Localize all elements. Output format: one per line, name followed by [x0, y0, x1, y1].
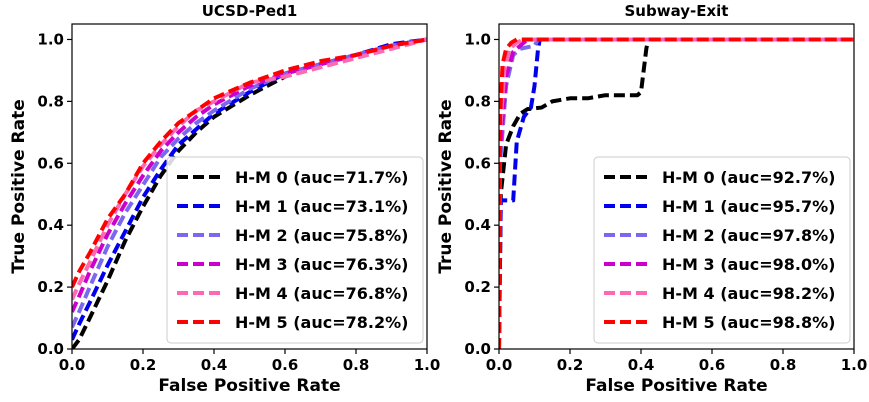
y-tick-label: 0.8 [464, 92, 491, 110]
legend-label-1: H-M 1 (auc=73.1%) [235, 197, 408, 216]
plot-frame [71, 23, 428, 350]
x-tick-label: 0.8 [343, 356, 370, 374]
chart-panel-1: UCSD-Ped1 0.0 0.2 0.4 0.6 0.8 1.0 0.0 0.2 0.4 0.6 0… [9, 2, 440, 396]
legend-label-4: H-M 4 (auc=76.8%) [235, 284, 408, 303]
chart-title: UCSD-Ped1 [202, 2, 298, 20]
legend-label-4: H-M 4 (auc=98.2%) [662, 284, 835, 303]
x-tick-label: 0.6 [699, 356, 726, 374]
y-tick-label: 0.4 [464, 216, 491, 234]
x-tick-label: 0.6 [272, 356, 299, 374]
series-line-5 [499, 37, 854, 349]
legend: H-M 0 (auc=71.7%) H-M 1 (auc=73.1%) H-M 2 … [166, 156, 424, 344]
y-tick-label: 0.4 [37, 216, 64, 234]
chart-title: Subway-Exit [625, 2, 729, 20]
y-axis-label: True Positive Rate [436, 99, 456, 273]
x-tick-label: 0.4 [628, 356, 655, 374]
series-line-0 [499, 37, 854, 349]
y-tick-label: 0.6 [464, 154, 491, 172]
legend-label-2: H-M 2 (auc=75.8%) [235, 226, 408, 245]
legend: H-M 0 (auc=92.7%) H-M 1 (auc=95.7%) H-M 2 … [593, 156, 851, 344]
series-group [499, 37, 854, 349]
legend-box [166, 156, 424, 344]
legend-label-0: H-M 0 (auc=92.7%) [662, 168, 835, 187]
y-tick-label: 0.2 [464, 278, 491, 296]
y-tick-label: 0.0 [464, 340, 491, 358]
y-tick-label: 0.2 [37, 278, 64, 296]
y-tick-label: 0.6 [37, 154, 64, 172]
x-axis-label: False Positive Rate [585, 376, 767, 396]
legend-label-5: H-M 5 (auc=98.8%) [662, 313, 835, 332]
series-line-2 [72, 37, 427, 329]
x-tick-label: 0.0 [59, 356, 86, 374]
series-line-5 [72, 37, 427, 288]
legend-label-5: H-M 5 (auc=78.2%) [235, 313, 408, 332]
x-tick-label: 0.2 [130, 356, 157, 374]
y-axis-label: True Positive Rate [9, 99, 29, 273]
plot-frame [498, 23, 855, 350]
series-line-4 [72, 37, 427, 301]
series-group [72, 37, 427, 349]
x-tick-label: 0.0 [486, 356, 513, 374]
y-tick-label: 0.8 [37, 92, 64, 110]
legend-label-3: H-M 3 (auc=98.0%) [662, 255, 835, 274]
legend-label-1: H-M 1 (auc=95.7%) [662, 197, 835, 216]
y-tick-label: 0.0 [37, 340, 64, 358]
x-axis-label: False Positive Rate [158, 376, 340, 396]
legend-label-0: H-M 0 (auc=71.7%) [235, 168, 408, 187]
series-line-1 [499, 37, 854, 349]
legend-label-2: H-M 2 (auc=97.8%) [662, 226, 835, 245]
x-tick-label: 0.2 [557, 356, 584, 374]
x-tick-label: 0.4 [201, 356, 228, 374]
legend-box [593, 156, 851, 344]
chart-panel-2: Subway-Exit 0.0 0.2 0.4 0.6 0.8 1.0 0.0 0.2 0.4 0.… [436, 2, 867, 396]
x-tick-label: 1.0 [841, 356, 868, 374]
y-tick-label: 1.0 [464, 30, 491, 48]
legend-label-3: H-M 3 (auc=76.3%) [235, 255, 408, 274]
x-tick-label: 1.0 [414, 356, 441, 374]
x-tick-label: 0.8 [770, 356, 797, 374]
y-tick-label: 1.0 [37, 30, 64, 48]
series-line-0 [72, 37, 427, 349]
